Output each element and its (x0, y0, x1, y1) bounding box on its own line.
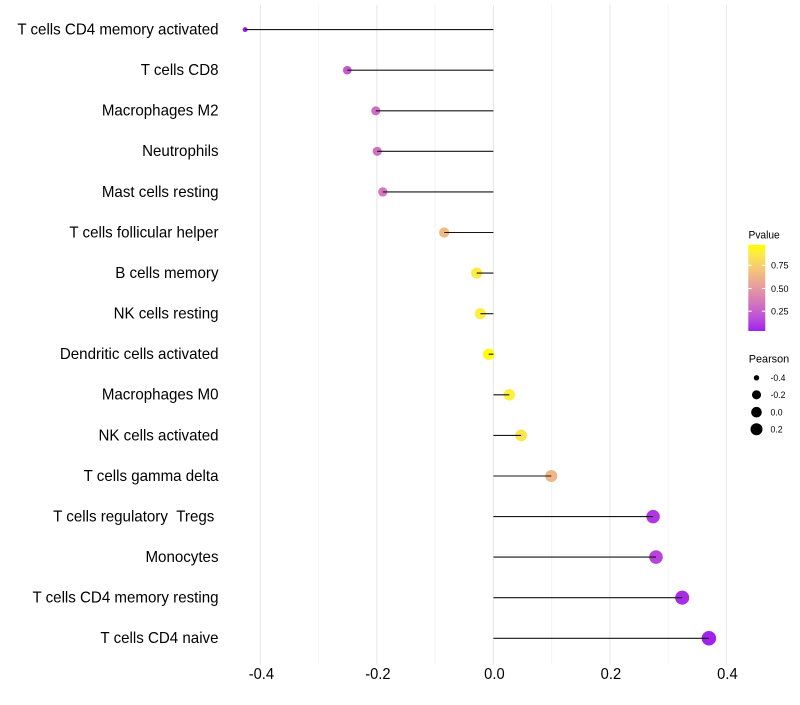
svg-text:0.25: 0.25 (771, 306, 789, 316)
svg-text:T cells follicular helper: T cells follicular helper (69, 224, 218, 241)
svg-text:0.50: 0.50 (771, 284, 789, 294)
svg-text:T cells CD8: T cells CD8 (141, 62, 219, 79)
svg-text:Pearson: Pearson (749, 353, 790, 365)
svg-text:NK cells resting: NK cells resting (114, 305, 219, 322)
svg-text:-0.2: -0.2 (771, 390, 786, 400)
svg-text:0.2: 0.2 (601, 666, 621, 684)
svg-text:0.2: 0.2 (771, 424, 783, 434)
svg-text:0.0: 0.0 (771, 407, 783, 417)
svg-text:Pvalue: Pvalue (749, 229, 780, 241)
svg-text:Neutrophils: Neutrophils (142, 143, 219, 160)
svg-text:B cells memory: B cells memory (115, 265, 218, 282)
svg-text:T cells regulatory Tregs: T cells regulatory Tregs (53, 508, 218, 525)
svg-text:-0.4: -0.4 (771, 373, 786, 383)
svg-text:T cells CD4 memory activated: T cells CD4 memory activated (17, 21, 218, 38)
svg-text:T cells gamma delta: T cells gamma delta (84, 468, 219, 485)
svg-text:Dendritic cells activated: Dendritic cells activated (60, 346, 219, 363)
svg-text:T cells CD4 memory resting: T cells CD4 memory resting (32, 589, 218, 606)
svg-text:Monocytes: Monocytes (145, 549, 218, 566)
svg-text:Mast cells resting: Mast cells resting (102, 183, 219, 200)
svg-text:0.75: 0.75 (771, 260, 789, 270)
svg-text:T cells CD4 naive: T cells CD4 naive (100, 630, 218, 647)
svg-text:NK cells activated: NK cells activated (98, 427, 218, 444)
svg-text:-0.4: -0.4 (249, 666, 275, 684)
svg-text:-0.2: -0.2 (365, 666, 390, 684)
svg-text:0.0: 0.0 (484, 666, 504, 684)
svg-text:Macrophages M0: Macrophages M0 (102, 386, 219, 403)
svg-text:Macrophages M2: Macrophages M2 (102, 102, 219, 119)
svg-text:0.4: 0.4 (717, 666, 738, 684)
